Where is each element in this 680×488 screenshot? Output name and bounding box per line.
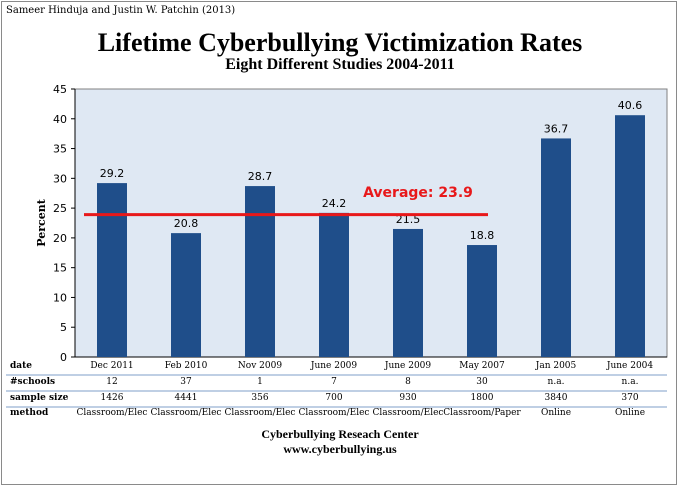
table-cell: Classroom/Elec bbox=[225, 408, 296, 418]
table-cell: 370 bbox=[621, 393, 638, 403]
chart-subtitle: Eight Different Studies 2004-2011 bbox=[225, 56, 455, 73]
table-cell: 1426 bbox=[101, 393, 124, 403]
bar-value-label: 24.2 bbox=[322, 197, 347, 210]
table-cell: Classroom/Elec bbox=[77, 408, 148, 418]
y-axis-label: Percent bbox=[35, 198, 48, 246]
author-credit: Sameer Hinduja and Justin W. Patchin (20… bbox=[6, 5, 236, 16]
table-cell: n.a. bbox=[548, 377, 565, 387]
table-cell: 4441 bbox=[175, 393, 198, 403]
x-tick-label: Dec 2011 bbox=[90, 361, 133, 371]
x-tick-label: Jan 2005 bbox=[535, 361, 577, 371]
bar bbox=[245, 186, 275, 357]
table-cell: Online bbox=[541, 408, 571, 418]
footer-url: www.cyberbullying.us bbox=[283, 442, 397, 456]
table-cell: 930 bbox=[399, 393, 416, 403]
table-cell: 3840 bbox=[545, 393, 568, 403]
y-tick-label: 15 bbox=[53, 262, 67, 275]
table-cell: Classroom/Paper bbox=[443, 408, 521, 418]
bar bbox=[97, 183, 127, 357]
bar bbox=[615, 115, 645, 358]
x-tick-label: Nov 2009 bbox=[238, 361, 282, 371]
table-row-label: #schools bbox=[10, 377, 55, 387]
bar bbox=[171, 233, 201, 357]
bar-value-label: 21.5 bbox=[396, 213, 421, 226]
bar-value-label: 28.7 bbox=[248, 170, 273, 183]
x-tick-label: Feb 2010 bbox=[165, 361, 208, 371]
plot-area bbox=[74, 88, 668, 358]
table-cell: Classroom/Elec bbox=[373, 408, 444, 418]
y-tick-label: 25 bbox=[53, 202, 67, 215]
table-cell: 7 bbox=[331, 377, 337, 387]
y-tick-label: 0 bbox=[60, 351, 67, 364]
bar bbox=[467, 245, 497, 357]
bar bbox=[393, 228, 423, 357]
y-tick-label: 20 bbox=[53, 232, 67, 245]
y-tick-label: 30 bbox=[53, 172, 67, 185]
y-tick-label: 5 bbox=[60, 321, 67, 334]
table-cell: 8 bbox=[405, 377, 411, 387]
table-cell: Classroom/Elec bbox=[299, 408, 370, 418]
bar-value-label: 20.8 bbox=[174, 217, 199, 230]
bar bbox=[541, 138, 571, 357]
table-row-label: sample size bbox=[10, 393, 69, 403]
bar-value-label: 29.2 bbox=[100, 167, 125, 180]
table-cell: 356 bbox=[251, 393, 268, 403]
y-tick-label: 45 bbox=[53, 83, 67, 96]
table-cell: n.a. bbox=[622, 377, 639, 387]
x-tick-label: June 2009 bbox=[384, 361, 432, 371]
table-cell: 1 bbox=[257, 377, 263, 387]
table-cell: 12 bbox=[106, 377, 117, 387]
y-tick-label: 35 bbox=[53, 143, 67, 156]
bar bbox=[319, 212, 349, 357]
bar-value-label: 18.8 bbox=[470, 229, 495, 242]
table-cell: 1800 bbox=[471, 393, 494, 403]
footer-org: Cyberbullying Reseach Center bbox=[261, 427, 419, 441]
chart-title: Lifetime Cyberbullying Victimization Rat… bbox=[97, 28, 583, 57]
x-tick-label: June 2009 bbox=[310, 361, 358, 371]
table-cell: Classroom/Elec bbox=[151, 408, 222, 418]
table-cell: 30 bbox=[476, 377, 488, 387]
bar-value-label: 40.6 bbox=[618, 99, 643, 112]
y-tick-label: 10 bbox=[53, 291, 67, 304]
table-row-label: date bbox=[10, 361, 32, 371]
y-tick-label: 40 bbox=[53, 113, 67, 126]
table-row-label: method bbox=[10, 408, 49, 418]
table-cell: 700 bbox=[325, 393, 342, 403]
table-cell: Online bbox=[615, 408, 645, 418]
table-cell: 37 bbox=[180, 377, 192, 387]
average-label: Average: 23.9 bbox=[363, 185, 473, 201]
x-tick-label: June 2004 bbox=[606, 361, 654, 371]
x-tick-label: May 2007 bbox=[459, 361, 505, 371]
bar-value-label: 36.7 bbox=[544, 122, 569, 135]
